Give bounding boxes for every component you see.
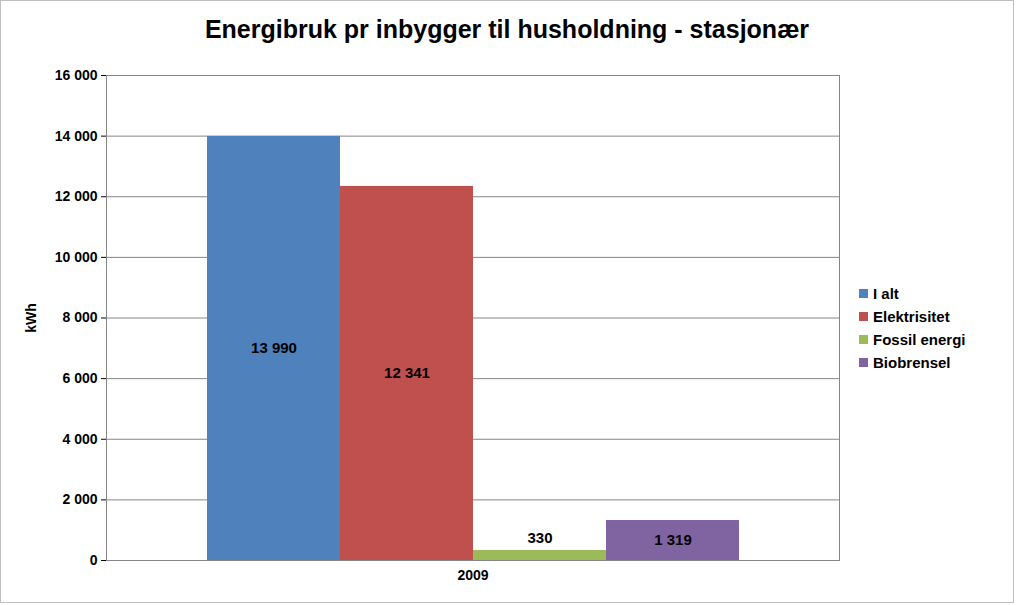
svg-text:8 000: 8 000 [62,309,97,325]
svg-text:14 000: 14 000 [55,128,98,144]
svg-text:1 319: 1 319 [654,531,692,548]
svg-text:16 000: 16 000 [55,67,98,83]
svg-text:13 990: 13 990 [251,339,297,356]
html-text:Elektrisitet: Elektrisitet [873,307,950,325]
svg-text:4 000: 4 000 [62,431,97,447]
html-text:I alt: I alt [873,284,899,302]
svg-text:12 341: 12 341 [384,364,430,381]
html-text:Biobrensel: Biobrensel [873,353,951,371]
svg-text:12 000: 12 000 [55,188,98,204]
svg-text:2009: 2009 [457,567,488,583]
html-text:Energibruk pr inbygger til hus: Energibruk pr inbygger til husholdning -… [204,15,810,43]
svg-text:2 000: 2 000 [62,491,97,507]
html-text:Fossil energi: Fossil energi [873,330,966,348]
svg-text:10 000: 10 000 [55,249,98,265]
svg-text:330: 330 [527,529,552,546]
svg-text:6 000: 6 000 [62,370,97,386]
svg-text:kWh: kWh [23,303,39,333]
svg-text:0: 0 [90,552,98,568]
